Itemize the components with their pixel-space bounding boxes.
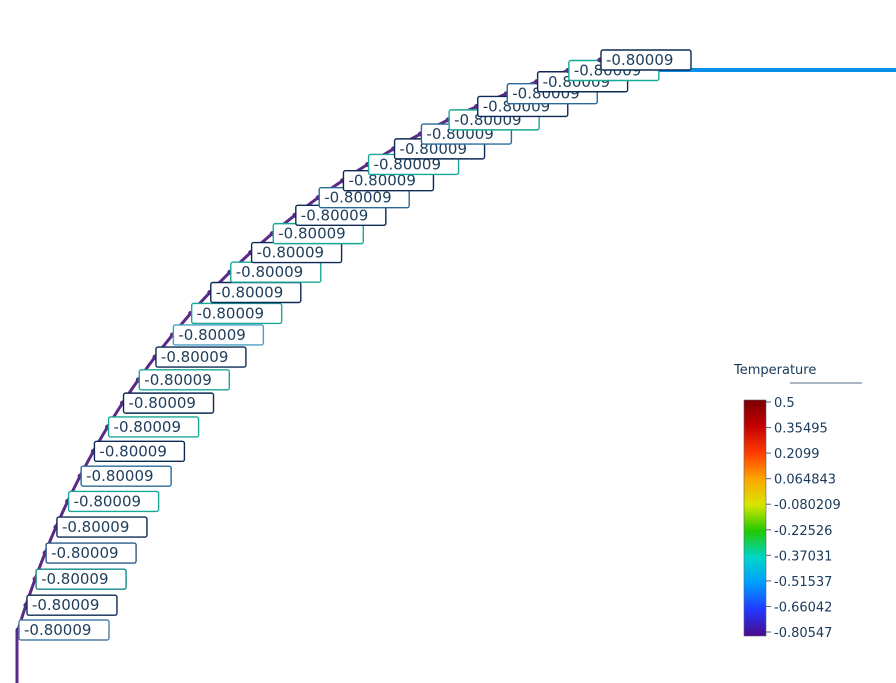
label-value: -0.80009 xyxy=(257,244,324,262)
label-value: -0.80009 xyxy=(62,518,129,536)
point-label: -0.80009 xyxy=(292,204,387,227)
legend-tick-label: -0.66042 xyxy=(774,600,832,615)
legend-tick-label: -0.37031 xyxy=(774,549,832,564)
label-box xyxy=(67,490,160,513)
label-value: -0.80009 xyxy=(161,348,228,366)
legend-color-bar xyxy=(743,399,767,637)
point-label: -0.80009 xyxy=(23,594,118,616)
color-legend: Temperature 0.5 0.35495 0.2099 0.064843 -0.0… xyxy=(733,363,862,641)
label-value: -0.80009 xyxy=(301,206,368,224)
label-box xyxy=(172,324,265,346)
point-label: -0.80009 xyxy=(15,619,110,641)
point-label: -0.80009 xyxy=(315,186,410,209)
label-value: -0.80009 xyxy=(51,544,118,562)
point-label: -0.80009 xyxy=(53,516,148,538)
label-box xyxy=(45,542,137,564)
legend-tick-label: 0.35495 xyxy=(774,422,828,437)
label-value: -0.80009 xyxy=(374,155,441,173)
point-label: -0.80009 xyxy=(77,465,172,487)
legend-tick-label: -0.080209 xyxy=(774,498,841,513)
label-box xyxy=(26,594,118,616)
point-label: -0.80009 xyxy=(169,324,265,346)
label-value: -0.80009 xyxy=(197,304,264,322)
point-label: -0.80009 xyxy=(152,346,247,368)
label-box xyxy=(190,302,283,325)
point-label: -0.80009 xyxy=(269,222,364,245)
label-box xyxy=(600,49,692,71)
legend-tick-label: -0.51537 xyxy=(774,575,832,590)
label-value: -0.80009 xyxy=(74,492,141,510)
legend-ticks: 0.5 0.35495 0.2099 0.064843 -0.080209 -0.2252… xyxy=(766,396,841,641)
label-value: -0.80009 xyxy=(114,418,181,436)
label-value: -0.80009 xyxy=(41,570,108,588)
legend-tick-label: 0.064843 xyxy=(774,473,836,488)
point-label: -0.80009 xyxy=(339,170,435,192)
label-value: -0.80009 xyxy=(236,263,303,281)
label-box xyxy=(107,416,200,438)
label-box xyxy=(35,568,127,590)
label-value: -0.80009 xyxy=(278,225,345,243)
label-box xyxy=(56,516,148,538)
label-box xyxy=(155,346,247,368)
point-label: -0.80009 xyxy=(227,261,322,283)
label-value: -0.80009 xyxy=(178,326,245,344)
label-value: -0.80009 xyxy=(216,284,283,302)
label-value: -0.80009 xyxy=(99,442,166,460)
label-value: -0.80009 xyxy=(144,371,211,389)
label-value: -0.80009 xyxy=(86,467,153,485)
label-box xyxy=(122,392,215,414)
label-value: -0.80009 xyxy=(348,172,415,190)
point-label: -0.80009 xyxy=(120,392,215,414)
legend-tick-label: 0.2099 xyxy=(774,447,820,462)
point-label: -0.80009 xyxy=(65,490,160,513)
point-label: -0.80009 xyxy=(597,49,692,71)
label-box xyxy=(93,440,186,463)
point-label: -0.80009 xyxy=(90,440,186,463)
point-label: -0.80009 xyxy=(105,416,200,438)
point-label: -0.80009 xyxy=(248,241,343,264)
label-value: -0.80009 xyxy=(324,189,391,207)
point-label: -0.80009 xyxy=(207,281,302,304)
point-label: -0.80009 xyxy=(135,369,231,391)
label-box xyxy=(138,369,231,391)
legend-title: Temperature xyxy=(733,363,816,378)
label-value: -0.80009 xyxy=(32,596,99,614)
legend-tick-label: 0.5 xyxy=(774,396,795,411)
legend-tick-label: -0.22526 xyxy=(774,524,832,539)
point-label: -0.80009 xyxy=(188,302,283,325)
legend-tick-label: -0.80547 xyxy=(774,626,832,641)
point-label: -0.80009 xyxy=(42,542,137,564)
label-box xyxy=(18,619,110,641)
label-box xyxy=(80,465,172,487)
point-labels: -0.80009-0.80009-0.80009-0.80009-0.80009… xyxy=(15,49,692,641)
label-value: -0.80009 xyxy=(129,394,196,412)
label-value: -0.80009 xyxy=(24,621,91,639)
label-value: -0.80009 xyxy=(606,51,673,69)
point-label: -0.80009 xyxy=(32,568,127,590)
